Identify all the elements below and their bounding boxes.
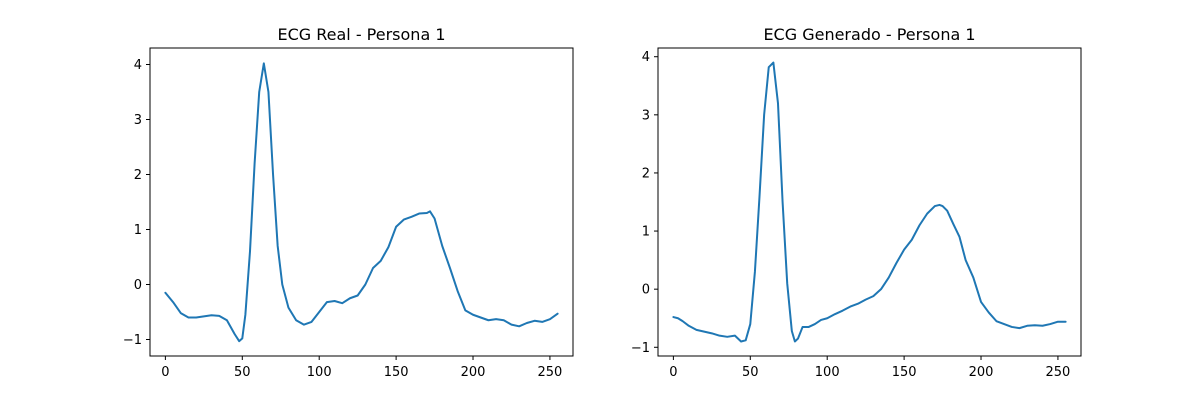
y-tick-label: 4 (134, 58, 142, 73)
chart-panel-ecg-real: ECG Real - Persona 1 0 50 100 150 200 250 −1 0 1… (123, 25, 574, 380)
series-line (164, 62, 559, 343)
y-tick-label: 0 (642, 283, 650, 298)
x-tick-label: 150 (892, 365, 917, 380)
y-tick-label: −1 (123, 333, 142, 348)
y-tick-label: 3 (134, 113, 142, 128)
y-tick-label: 3 (642, 108, 650, 123)
x-tick-label: 100 (307, 365, 332, 380)
chart-panel-ecg-generado: ECG Generado - Persona 1 0 50 100 150 200 250… (631, 25, 1082, 380)
y-tick-label: 2 (642, 166, 650, 181)
series-line (672, 61, 1067, 343)
x-tick-label: 50 (234, 365, 251, 380)
x-tick-label: 250 (1046, 365, 1071, 380)
axes-frame (149, 47, 574, 357)
axes-frame (657, 47, 1082, 357)
y-tick-label: 1 (642, 225, 650, 240)
x-tick-label: 0 (161, 365, 169, 380)
x-tick-label: 100 (815, 365, 840, 380)
x-tick-label: 250 (538, 365, 563, 380)
x-tick-label: 200 (461, 365, 486, 380)
y-tick-label: 1 (134, 223, 142, 238)
x-tick-label: 150 (384, 365, 409, 380)
y-tick-label: −1 (631, 341, 650, 356)
y-tick-label: 4 (642, 50, 650, 65)
chart-title: ECG Generado - Persona 1 (763, 25, 975, 44)
chart-title: ECG Real - Persona 1 (277, 25, 445, 44)
y-tick-label: 0 (134, 278, 142, 293)
x-tick-label: 0 (669, 365, 677, 380)
y-tick-label: 2 (134, 168, 142, 183)
x-tick-label: 50 (742, 365, 759, 380)
x-tick-label: 200 (969, 365, 994, 380)
